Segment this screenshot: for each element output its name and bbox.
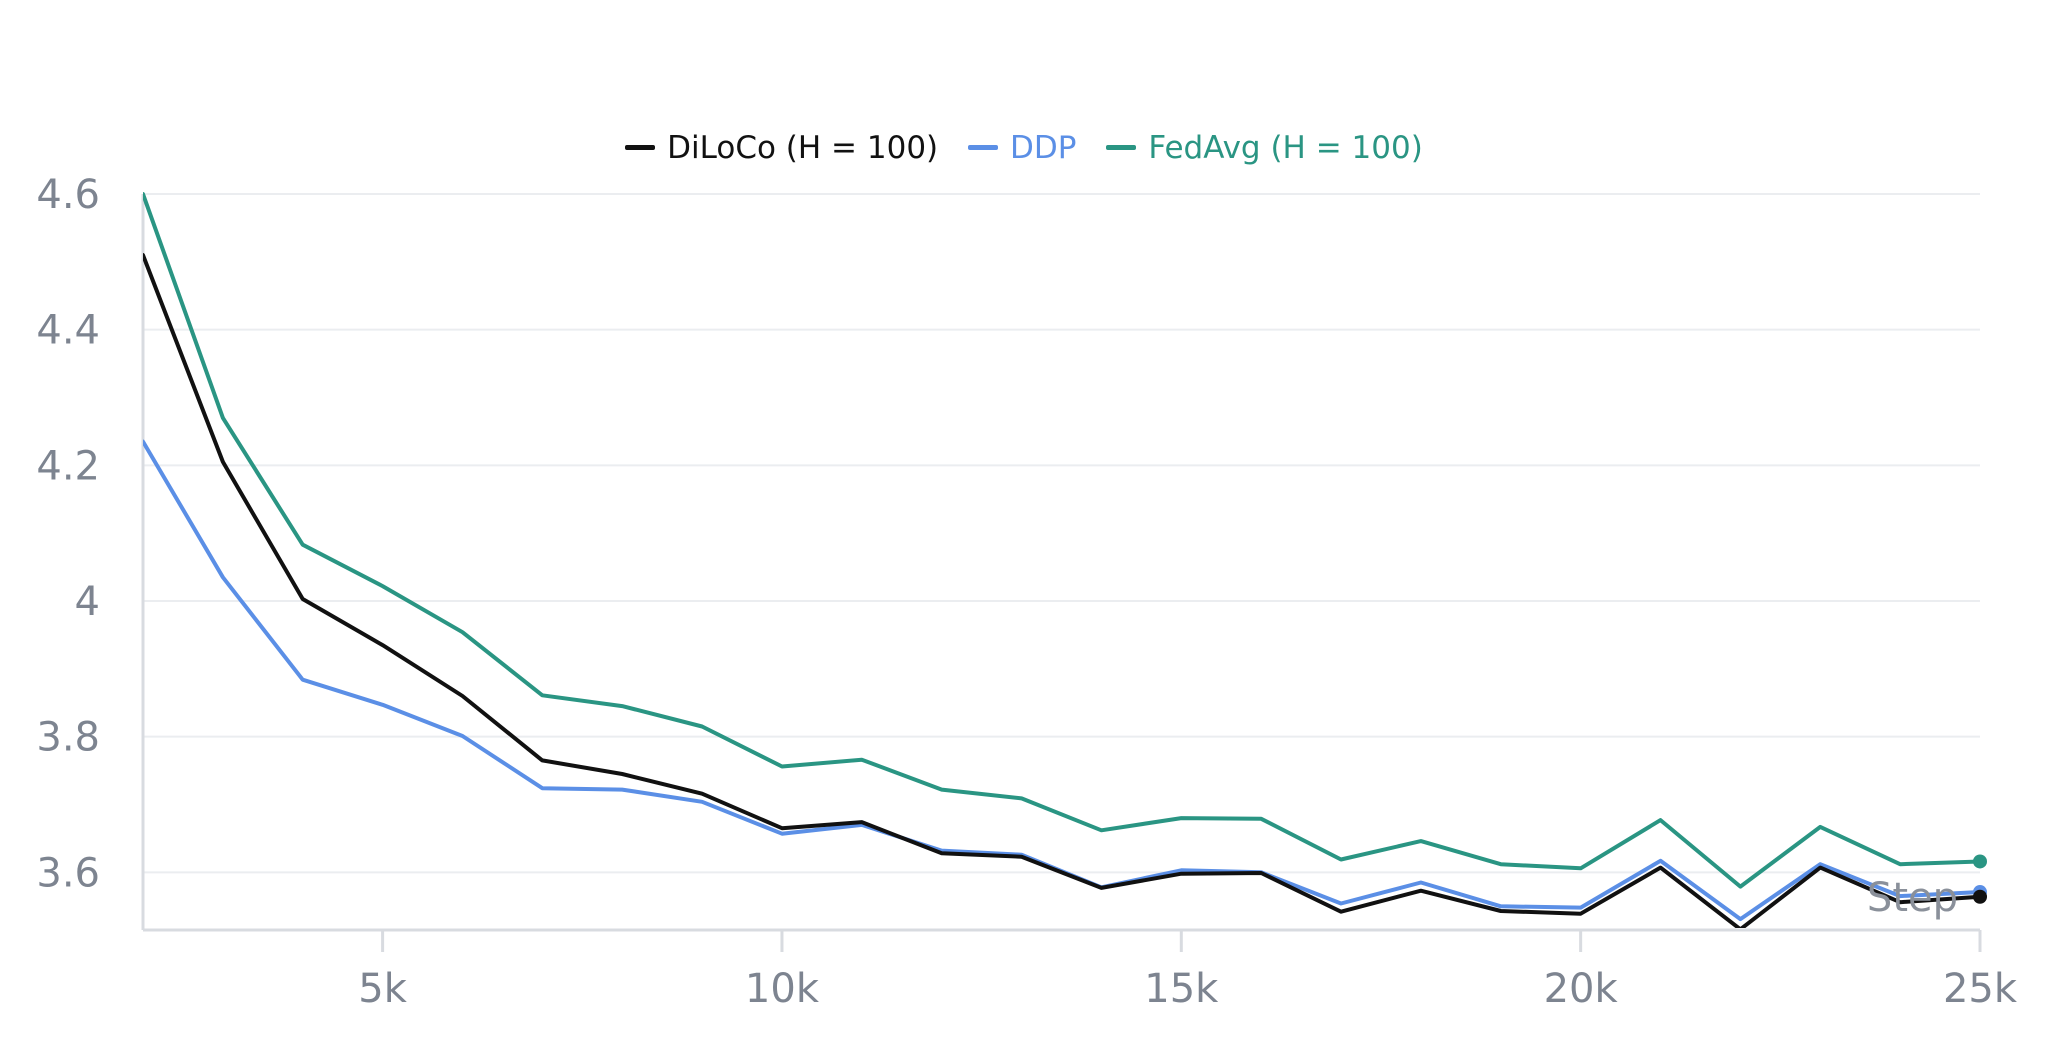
series-end-point-2: [1973, 854, 1987, 869]
series-line-0: [143, 253, 1982, 928]
legend-item-ddp[interactable]: DDP: [968, 130, 1076, 166]
y-tick-label: 4: [75, 579, 100, 625]
legend-item-fedavg[interactable]: FedAvg (H = 100): [1106, 130, 1423, 166]
series-line-1: [143, 439, 1982, 922]
y-tick-label: 4.2: [36, 443, 100, 489]
legend-label-diloco: DiLoCo (H = 100): [667, 129, 939, 166]
x-axis-title: Step: [1867, 875, 1958, 921]
legend-swatch-diloco: [625, 145, 656, 150]
axes: 3.6 3.8 4 4.2 4.4 4.6 5k 10k 15k 20k 25k: [36, 172, 2017, 1012]
y-tick-label: 4.6: [36, 172, 100, 218]
grid: [143, 193, 1980, 874]
x-tick-label: 20k: [1544, 966, 1619, 1012]
legend-label-fedavg: FedAvg (H = 100): [1148, 129, 1423, 166]
y-tick-label: 3.6: [36, 850, 100, 896]
y-tick-label: 4.4: [36, 308, 100, 354]
x-tick-label: 10k: [745, 966, 820, 1012]
x-tick-label: 5k: [358, 966, 407, 1012]
series-lines: [143, 192, 1987, 928]
x-tick-label: 25k: [1943, 966, 2018, 1012]
x-tick-label: 15k: [1144, 966, 1219, 1012]
legend-label-ddp: DDP: [1010, 129, 1077, 166]
series-line-2: [143, 192, 1982, 889]
y-tick-label: 3.8: [36, 715, 100, 761]
legend-swatch-fedavg: [1106, 145, 1137, 150]
legend-item-diloco[interactable]: DiLoCo (H = 100): [625, 130, 938, 166]
legend-swatch-ddp: [968, 145, 999, 150]
legend: DiLoCo (H = 100) DDP FedAvg (H = 100): [0, 122, 2048, 166]
series-end-point-0: [1973, 889, 1987, 904]
